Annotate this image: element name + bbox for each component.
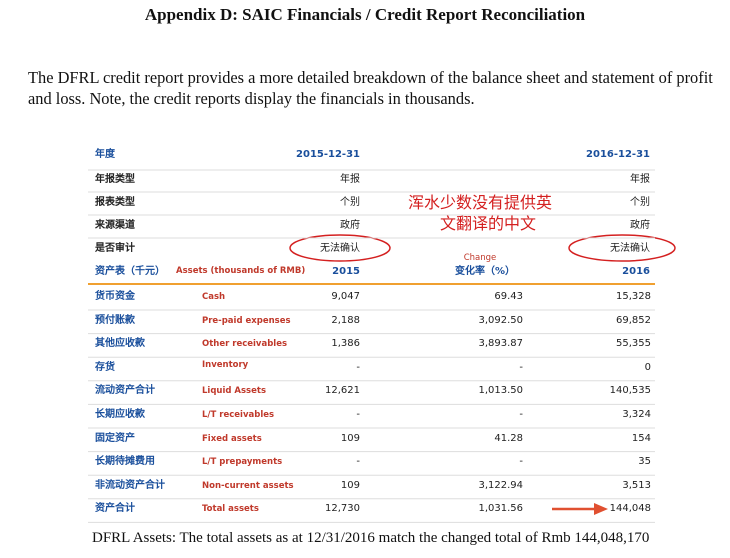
row-label-en: Liquid Assets <box>202 386 267 397</box>
value-2016: 0 <box>644 361 651 373</box>
value-2015: - <box>356 409 360 420</box>
meta-2016: 政府 <box>630 220 650 231</box>
meta-label: 来源渠道 <box>95 220 135 231</box>
column-label-cn: 资产表（千元） <box>95 266 165 277</box>
value-2015: 109 <box>340 432 360 444</box>
row-label-cn: 存货 <box>95 361 115 373</box>
row-label-cn: 货币资金 <box>95 291 135 302</box>
value-2016: 69,852 <box>616 314 651 326</box>
column-2016: 2016 <box>622 266 650 277</box>
intro: The DFRL credit report provides a more d… <box>28 68 713 108</box>
row-label-cn: 非流动资产合计 <box>95 479 165 491</box>
meta-2015: 无法确认 <box>320 243 360 254</box>
value-change: 3,893.87 <box>478 338 523 350</box>
row-label-en: L/T prepayments <box>202 457 283 468</box>
row-label-en: Fixed assets <box>202 433 262 444</box>
meta-2016: 个别 <box>630 197 650 208</box>
annotation: 文翻译的中文 <box>440 214 537 233</box>
arrow-head <box>594 503 608 515</box>
value-2015: 109 <box>340 479 360 491</box>
value-change: - <box>519 361 523 373</box>
value-change: 1,031.56 <box>478 503 523 515</box>
meta-2015: 政府 <box>340 220 360 231</box>
value-2016: 3,324 <box>622 409 651 420</box>
meta-2016: 年报 <box>630 174 650 185</box>
row-label-en: Non-current assets <box>202 480 294 491</box>
column-change-en: Change <box>463 253 497 263</box>
row-label-en: L/T receivables <box>202 410 275 420</box>
highlight-ellipse <box>289 234 391 262</box>
value-2015: - <box>356 456 360 468</box>
value-2016: 55,355 <box>616 338 651 350</box>
row-label-cn: 长期应收款 <box>95 409 145 420</box>
row-label-en: Other receivables <box>202 339 288 350</box>
value-2015: 12,730 <box>325 503 360 515</box>
row-label-cn: 固定资产 <box>95 432 135 444</box>
row-label-cn: 预付账款 <box>95 314 135 326</box>
value-2015: - <box>356 361 360 373</box>
value-2016: 35 <box>638 456 651 468</box>
meta-label: 是否审计 <box>95 243 135 254</box>
value-change: 41.28 <box>494 432 523 444</box>
year-label: 年度 <box>95 149 115 160</box>
row-label-cn: 长期待摊费用 <box>95 456 155 468</box>
row-label-en: Inventory <box>202 359 249 370</box>
annotation: 浑水少数没有提供英 <box>408 193 553 212</box>
value-2016: 154 <box>631 432 651 444</box>
column-change-cn: 变化率（%） <box>454 266 516 277</box>
meta-label: 年报类型 <box>95 174 135 185</box>
title: Appendix D: SAIC Financials / Credit Rep… <box>144 5 586 24</box>
row-label-cn: 资产合计 <box>95 503 135 515</box>
meta-2015: 年报 <box>340 174 360 185</box>
value-change: 1,013.50 <box>478 385 523 397</box>
row-label-cn: 流动资产合计 <box>95 385 155 397</box>
row-label-en: Pre-paid expenses <box>202 315 291 326</box>
value-2016: 144,048 <box>609 503 651 515</box>
footer: DFRL Assets: The total assets as at 12/3… <box>92 530 650 546</box>
meta-2015: 个别 <box>340 197 360 208</box>
value-change: 69.43 <box>494 291 523 302</box>
row-label-en: Cash <box>202 292 226 302</box>
value-2015: 2,188 <box>331 314 360 326</box>
value-2015: 12,621 <box>325 385 360 397</box>
value-change: - <box>519 409 523 420</box>
value-2015: 1,386 <box>331 338 360 350</box>
column-2015: 2015 <box>332 266 360 277</box>
year-2016: 2016-12-31 <box>586 149 650 160</box>
value-2016: 3,513 <box>622 479 651 491</box>
value-2016: 140,535 <box>609 385 651 397</box>
value-2015: 9,047 <box>331 291 360 302</box>
meta-2016: 无法确认 <box>610 243 650 254</box>
highlight-ellipse <box>568 234 676 262</box>
year-2015: 2015-12-31 <box>296 149 360 160</box>
value-change: 3,092.50 <box>478 314 523 326</box>
value-change: - <box>519 456 523 468</box>
row-label-cn: 其他应收款 <box>95 338 145 350</box>
value-2016: 15,328 <box>616 291 651 302</box>
meta-label: 报表类型 <box>95 197 135 208</box>
value-change: 3,122.94 <box>478 479 523 491</box>
column-label-en: Assets (thousands of RMB) <box>176 266 306 276</box>
row-label-en: Total assets <box>202 504 259 515</box>
